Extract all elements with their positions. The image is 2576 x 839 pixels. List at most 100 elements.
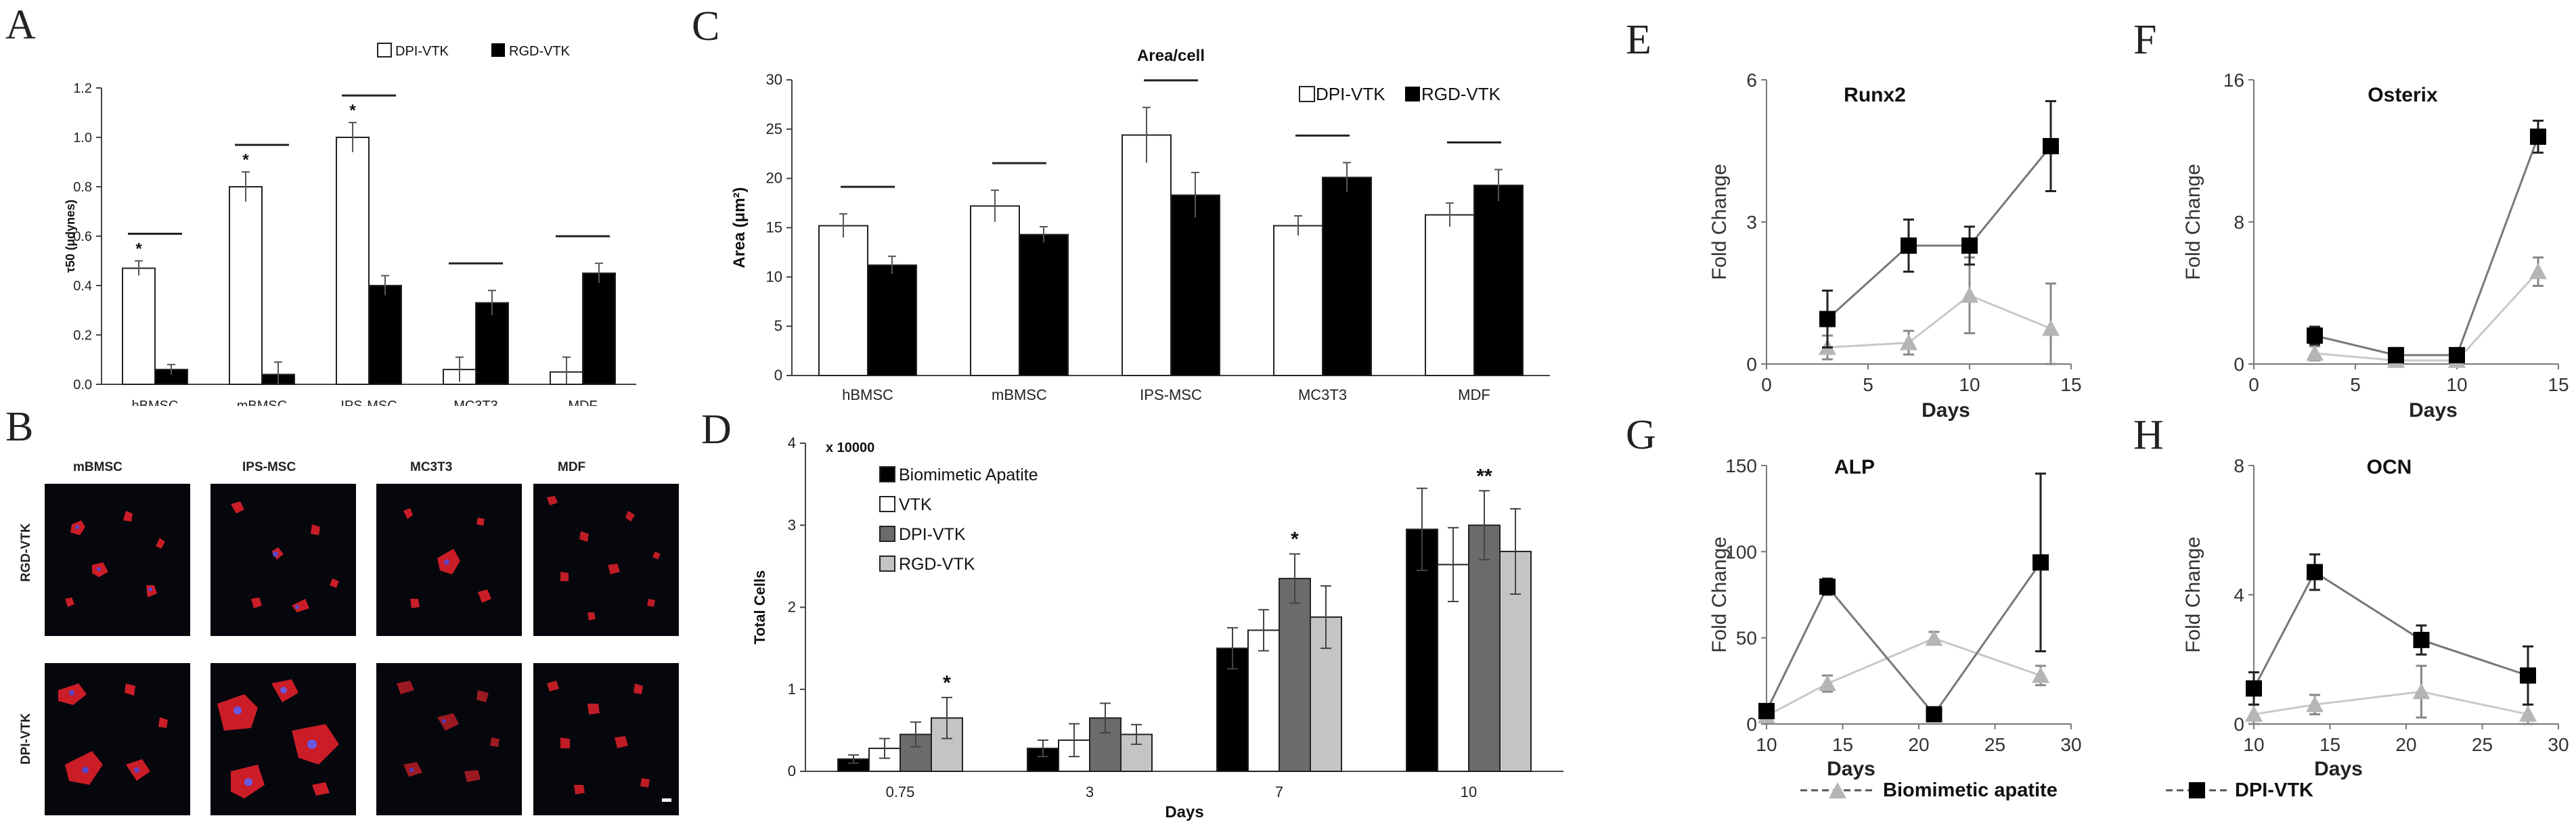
panel-letter-c: C <box>692 3 720 49</box>
data-point-biomimetic <box>2032 666 2049 683</box>
y-tick-label: 0 <box>788 763 796 779</box>
data-point-biomimetic <box>1900 334 1917 350</box>
x-axis-label: Days <box>1165 803 1203 821</box>
data-point-biomimetic <box>2042 319 2060 336</box>
legend-swatch-1 <box>879 496 895 512</box>
y-tick-label: 0 <box>774 367 782 384</box>
micro-row-label: DPI-VTK <box>19 713 33 765</box>
x-tick-label: hBMSC <box>842 386 893 403</box>
data-point-biomimetic <box>2306 344 2324 361</box>
micrograph-dpi-mc3t3 <box>376 663 522 815</box>
legend-swatch-rgd <box>491 43 505 57</box>
significance-star: * <box>1291 528 1299 551</box>
y-tick-label: 0 <box>1746 714 1757 735</box>
x-tick-label: 0 <box>2248 374 2259 395</box>
significance-star: ** <box>1476 465 1492 487</box>
legend-label-0: Biomimetic Apatite <box>899 466 1038 484</box>
legend-dpi-vtk: DPI-VTK <box>2166 778 2313 802</box>
significance-star: * <box>242 151 249 169</box>
bar-rgd-vtk <box>1019 233 1069 376</box>
x-tick-label: 15 <box>2319 734 2340 755</box>
x-axis-label: Days <box>2314 758 2363 780</box>
x-tick-label: 7 <box>1275 784 1283 800</box>
x-tick-label: MDF <box>568 399 597 406</box>
y-axis-label: Fold Change <box>2182 537 2204 653</box>
series-line-biomimetic <box>2253 690 2529 716</box>
y-axis-label: Fold Change <box>2182 164 2204 280</box>
y-tick-label: 25 <box>766 120 782 137</box>
x-tick-label: MC3T3 <box>1298 386 1347 403</box>
data-point-biomimetic <box>2245 705 2263 722</box>
data-point-dpi-vtk <box>2530 129 2546 145</box>
micro-row-label: RGD-VTK <box>19 523 33 582</box>
bar-rgd-vtk <box>1473 184 1524 376</box>
micrograph-dpi-mdf <box>533 663 679 815</box>
legend-swatch-0 <box>879 466 895 482</box>
bar-rgd-vtk <box>475 302 509 385</box>
data-point-biomimetic <box>2412 683 2430 700</box>
x-tick-label: IPS-MSC <box>1140 386 1202 403</box>
legend-biomimetic-apatite: Biomimetic apatite <box>1800 778 2058 802</box>
micrograph-rgd-mc3t3 <box>376 484 522 636</box>
bar-dpi-vtk <box>970 205 1020 376</box>
y-axis-label: Fold Change <box>1708 164 1731 280</box>
series-line-dpi-vtk <box>1765 562 2042 717</box>
legend-biomimetic-marker <box>1800 782 1875 798</box>
panel-letter-h: H <box>2133 412 2164 458</box>
y-tick-label: 10 <box>766 268 782 285</box>
panel-letter-d: D <box>701 407 732 453</box>
series-line-dpi-vtk <box>2314 136 2539 357</box>
chart-title: Osterix <box>2368 84 2438 106</box>
bar-dpi-vtk <box>122 267 156 386</box>
data-point-dpi-vtk <box>1961 237 1978 254</box>
data-point-dpi-vtk <box>2413 631 2430 648</box>
series-line-dpi-vtk <box>2252 570 2529 689</box>
bar-dpi-vtk <box>1273 225 1323 376</box>
bar-dpi-vtk <box>818 225 868 376</box>
y-tick-label: 0.0 <box>73 378 92 392</box>
chart-title: Runx2 <box>1844 84 1906 106</box>
x-tick-label: 10 <box>2243 734 2264 755</box>
x-tick-label: 10 <box>1461 784 1477 800</box>
x-tick-label: 10 <box>2446 374 2467 395</box>
x-tick-label: 25 <box>1984 734 2005 755</box>
data-point-biomimetic <box>2519 705 2537 722</box>
chart-h-ocn: 0 4 8 10 15 20 25 30 Fold Change Days OCN <box>2182 455 2569 780</box>
y-tick-label: 1 <box>788 681 796 698</box>
x-tick-label: 0 <box>1761 374 1772 395</box>
significance-star: * <box>135 240 142 258</box>
data-point-biomimetic <box>1925 629 1943 646</box>
panel-letter-a: A <box>5 2 36 48</box>
x-axis-label: Days <box>1827 758 1875 780</box>
data-point-biomimetic <box>2529 263 2547 279</box>
x-tick-label: mBMSC <box>992 386 1047 403</box>
x-tick-label: 0.75 <box>886 784 915 800</box>
y-tick-label: 0.2 <box>73 328 92 343</box>
series-line-biomimetic <box>1766 637 2041 717</box>
bar-rgd-vtk <box>368 285 402 385</box>
y-tick-label: 20 <box>766 170 782 187</box>
y-tick-label: 0 <box>2234 354 2244 375</box>
data-point-biomimetic <box>2306 696 2324 712</box>
x-tick-label: 30 <box>2548 734 2569 755</box>
panel-letter-f: F <box>2133 17 2157 63</box>
legend-dpi-marker <box>2166 782 2227 798</box>
chart-a-cell-stiffness: 0.0 0.2 0.4 0.6 0.8 1.0 1.2 τ50 (μdynes) hBMSC * m… <box>64 43 636 406</box>
bar-dpi-vtk <box>1279 578 1311 772</box>
y-tick-label: 50 <box>1736 628 1757 649</box>
chart-title: OCN <box>2367 456 2412 478</box>
y-tick-label: 2 <box>788 599 796 616</box>
x-tick-label: 15 <box>2060 374 2081 395</box>
chart-e-runx2: 0 3 6 0 5 10 15 Fold Change Days Runx2 <box>1708 70 2082 422</box>
legend-label-1: VTK <box>899 495 932 514</box>
x-tick-label: IPS-MSC <box>340 399 397 406</box>
bar-rgd-vtk <box>867 264 917 376</box>
data-point-dpi-vtk <box>2246 680 2262 697</box>
data-point-dpi-vtk <box>2043 138 2059 154</box>
y-tick-label: 0 <box>2234 714 2244 735</box>
legend-label-dpi: DPI-VTK <box>1316 84 1385 104</box>
data-point-dpi-vtk <box>1926 706 1942 723</box>
x-tick-label: 3 <box>1086 784 1094 800</box>
y-tick-label: 1.2 <box>73 81 92 96</box>
data-point-dpi-vtk <box>2307 564 2323 581</box>
